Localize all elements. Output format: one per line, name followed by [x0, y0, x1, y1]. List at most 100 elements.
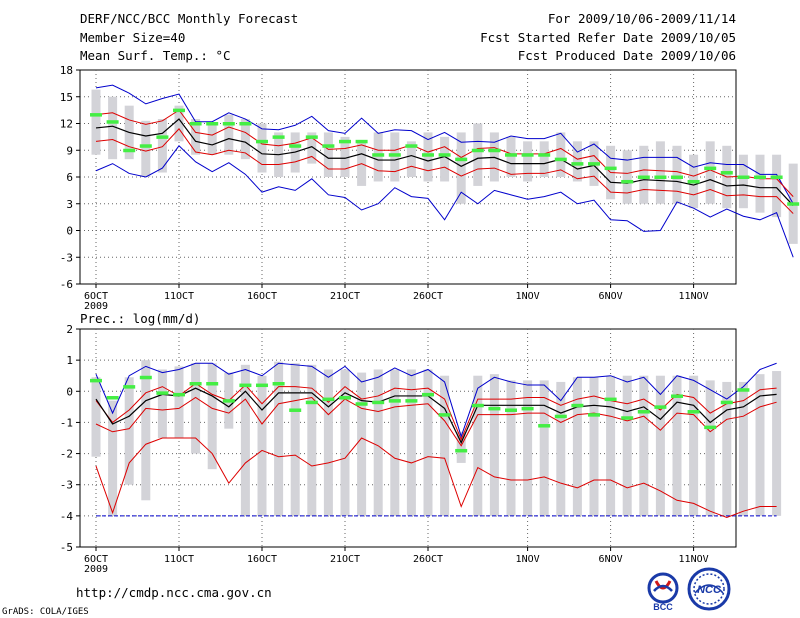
temp-x-tick-label-5: 1NOV — [516, 291, 540, 302]
temp-obs-marker-20 — [422, 153, 434, 157]
prec-box-21 — [440, 375, 450, 516]
prec-box-31 — [606, 375, 616, 516]
temp-x-tick-label-7: 11NOV — [679, 291, 709, 302]
temp-obs-marker-23 — [471, 148, 484, 153]
prec-obs-marker-9 — [239, 383, 252, 388]
prec-obs-marker-6 — [189, 382, 202, 386]
temp-y-tick-label-6: 12 — [60, 118, 73, 131]
prec-box-22 — [456, 431, 466, 463]
temp-obs-marker-14 — [322, 144, 335, 148]
temp-line-spread-lower — [95, 128, 794, 214]
temp-box-27 — [539, 141, 549, 177]
prec-box-36 — [689, 375, 699, 516]
temp-obs-marker-35 — [671, 175, 683, 179]
ncc-logo-text: NCC — [697, 584, 722, 596]
prec-line-mean — [95, 387, 777, 445]
temp-box-0 — [91, 89, 101, 155]
temp-box-41 — [772, 154, 782, 218]
bcc-logo-text: BCC — [653, 602, 673, 612]
member-size: Member Size=40 — [80, 30, 186, 45]
prec-y-tick-label-0: -5 — [60, 541, 73, 554]
source-url[interactable]: http://cmdp.ncc.cma.gov.cn — [76, 585, 272, 600]
prec-obs-marker-26 — [521, 406, 534, 411]
prec-obs-marker-2 — [123, 385, 136, 389]
prec-box-32 — [622, 375, 632, 516]
temp-obs-marker-37 — [704, 166, 717, 171]
prec-obs-marker-38 — [720, 400, 733, 405]
temp-obs-marker-18 — [388, 153, 401, 157]
temp-obs-marker-25 — [505, 153, 517, 157]
prec-obs-marker-12 — [289, 408, 302, 412]
temp-box-40 — [755, 154, 765, 213]
temp-box-14 — [323, 132, 333, 177]
prec-y-tick-label-7: 2 — [66, 323, 73, 336]
prec-box-18 — [390, 369, 400, 516]
prec-box-12 — [290, 363, 300, 516]
prec-obs-marker-13 — [305, 400, 318, 405]
temp-obs-marker-27 — [538, 153, 551, 157]
temp-box-7 — [207, 123, 217, 155]
prec-box-1 — [108, 400, 118, 516]
prec-box-6 — [191, 363, 201, 454]
temp-box-35 — [672, 145, 682, 204]
temp-obs-marker-19 — [405, 144, 418, 148]
temp-box-21 — [440, 136, 450, 182]
prec-obs-marker-31 — [604, 397, 617, 402]
prec-obs-marker-22 — [455, 448, 468, 453]
temp-obs-marker-13 — [305, 135, 318, 139]
prec-line-max — [95, 362, 777, 439]
prec-box-19 — [406, 369, 416, 516]
temp-obs-marker-33 — [637, 175, 650, 179]
temp-line-spread-upper — [95, 109, 794, 197]
prec-box-2 — [124, 377, 134, 485]
temp-box-39 — [738, 154, 748, 209]
temp-obs-marker-11 — [272, 135, 285, 139]
prec-box-35 — [672, 375, 682, 516]
temp-obs-marker-28 — [554, 157, 567, 162]
prec-y-tick-label-6: 1 — [66, 354, 73, 367]
prec-obs-marker-37 — [704, 425, 717, 430]
temp-obs-marker-12 — [289, 144, 302, 148]
temp-box-26 — [523, 141, 533, 182]
temp-box-23 — [473, 123, 483, 186]
prec-box-0 — [91, 377, 101, 457]
temp-obs-marker-32 — [621, 179, 634, 184]
started-date: Fcst Started Refer Date 2009/10/05 — [480, 30, 736, 45]
temp-box-19 — [406, 141, 416, 177]
temp-y-tick-label-1: -3 — [60, 251, 73, 264]
temp-y-tick-label-4: 6 — [66, 171, 73, 184]
temp-box-32 — [622, 150, 632, 204]
temp-obs-marker-16 — [355, 139, 368, 144]
prec-obs-marker-16 — [355, 402, 368, 406]
prec-obs-marker-8 — [222, 399, 235, 403]
prec-x-tick-label-4: 26OCT — [413, 554, 443, 565]
temp-obs-marker-41 — [770, 175, 783, 179]
prec-box-26 — [523, 380, 533, 516]
temp-x-tick-label-1: 11OCT — [164, 291, 194, 302]
prec-box-30 — [589, 377, 599, 516]
temp-box-29 — [572, 141, 582, 182]
temp-obs-marker-29 — [571, 162, 584, 166]
temp-obs-marker-17 — [372, 153, 385, 157]
temp-obs-marker-7 — [206, 122, 219, 126]
prec-box-24 — [489, 374, 499, 516]
prec-box-3 — [141, 360, 151, 501]
temp-y-tick-label-2: 0 — [66, 225, 73, 238]
temp-box-10 — [257, 123, 267, 173]
prec-box-15 — [340, 369, 350, 516]
prec-obs-marker-29 — [571, 403, 584, 408]
temp-obs-marker-34 — [654, 175, 667, 179]
temp-y-tick-label-3: 3 — [66, 198, 73, 211]
temp-box-9 — [240, 119, 250, 160]
temp-box-33 — [639, 145, 649, 204]
temp-obs-marker-24 — [488, 148, 501, 153]
prec-y-tick-label-3: -2 — [60, 448, 73, 461]
prec-line-spread-lower — [95, 396, 777, 447]
prec-obs-marker-21 — [438, 413, 451, 417]
temp-box-34 — [655, 141, 665, 204]
prec-x-tick-label-6: 6NOV — [599, 554, 623, 565]
prec-box-28 — [556, 381, 566, 516]
prec-obs-marker-39 — [737, 388, 750, 392]
forecast-period: For 2009/10/06-2009/11/14 — [547, 11, 736, 26]
temp-box-22 — [456, 132, 466, 204]
